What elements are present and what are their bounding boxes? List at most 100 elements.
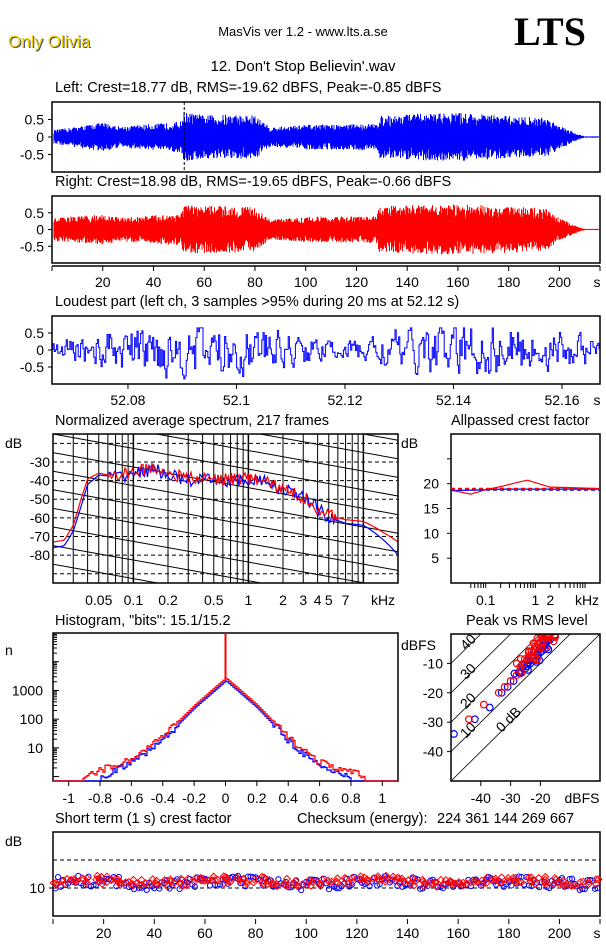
y-tick-label: -40	[423, 744, 443, 760]
left-waveform-title: Left: Crest=18.77 dB, RMS=-19.62 dBFS, P…	[55, 80, 442, 96]
x-tick-label: 160	[447, 925, 471, 941]
crest-point-right	[239, 874, 248, 883]
slope-line	[257, 434, 398, 460]
crest-point-right	[591, 875, 601, 884]
crest-point-right	[447, 877, 456, 887]
scatter-point-left	[510, 669, 519, 678]
scatter-point-left	[509, 677, 518, 685]
crest-point-right	[52, 880, 61, 889]
slope-line	[53, 507, 398, 571]
crest-point-right	[203, 876, 212, 885]
crest-point-right	[534, 873, 543, 883]
x-tick-label: 0.4	[278, 790, 298, 806]
crest-point-right	[72, 877, 81, 886]
crest-point-right	[69, 875, 79, 884]
x-tick-label: 7	[342, 592, 350, 608]
crest-point-right	[466, 878, 475, 887]
crest-point-right	[576, 882, 586, 891]
scatter-point-right	[541, 644, 549, 653]
x-tick-label: 0.1	[476, 592, 496, 608]
crest-point-right	[594, 875, 603, 884]
crest-point-right	[478, 880, 487, 889]
crest-point-right	[70, 876, 79, 886]
peak-rms-frame	[450, 633, 601, 782]
scatter-point-right	[532, 656, 541, 664]
y-tick-label: 1000	[12, 682, 43, 698]
scatter-point-right	[549, 637, 558, 646]
crest-point-right	[116, 880, 125, 889]
y-tick-label: 0.5	[25, 112, 45, 128]
x-tick-label: 40	[146, 274, 162, 290]
spectrum-right-line	[53, 462, 398, 543]
x-tick-label: -1	[62, 790, 75, 806]
histogram-right-line	[53, 677, 397, 782]
y-tick-label: 20	[423, 476, 439, 492]
crest-line	[451, 634, 600, 781]
slope-line	[53, 563, 161, 583]
crest-point-right	[249, 878, 258, 887]
crest-point-right	[432, 882, 441, 891]
scatter-point-right	[464, 715, 473, 724]
scatter-point-right	[538, 637, 547, 646]
y-tick-label: -10	[423, 655, 443, 671]
y-tick-label: 0	[36, 222, 44, 238]
x-tick-label: 5	[325, 592, 333, 608]
crest-point-right	[94, 877, 104, 887]
crest-short-title: Short term (1 s) crest factor	[55, 811, 232, 827]
crest-point-right	[497, 878, 506, 887]
scatter-point-right	[525, 647, 534, 656]
crest-point-right	[164, 882, 173, 891]
crest-point-right	[426, 878, 435, 887]
scatter-point-right	[479, 700, 488, 709]
crest-point-right	[529, 876, 538, 885]
crest-point-left	[594, 884, 601, 892]
x-tick-label: 2	[546, 592, 554, 608]
lts-logo: LTS	[514, 9, 586, 54]
x-unit-label: dBFS	[564, 790, 599, 806]
scatter-point-left	[485, 703, 494, 712]
crest-point-right	[514, 878, 524, 887]
crest-point-right	[97, 872, 106, 882]
scatter-point-left	[551, 634, 558, 636]
crest-point-left	[325, 886, 333, 893]
y-tick-label: -0.5	[20, 238, 44, 254]
crest-point-right	[381, 875, 390, 884]
crest-point-left	[589, 877, 596, 884]
x-tick-label: 120	[345, 925, 369, 941]
crest-line	[451, 634, 541, 723]
crest-point-right	[344, 879, 353, 888]
crest-line	[451, 634, 571, 752]
y-tick-label: -0.5	[20, 359, 44, 375]
crest-point-left	[298, 886, 305, 894]
y-tick-label: 10	[423, 525, 439, 541]
x-tick-label: 80	[248, 925, 264, 941]
crest-point-right	[387, 876, 396, 886]
spectrum-grid	[53, 434, 398, 583]
crest-point-right	[531, 879, 540, 889]
x-tick-label: 200	[548, 274, 572, 290]
scatter-point-right	[520, 655, 529, 663]
crest-point-right	[49, 878, 58, 888]
x-tick-label: 0.6	[310, 790, 330, 806]
allpassed-ylabel: dB	[401, 435, 418, 451]
crest-point-right	[176, 874, 186, 883]
crest-point-right	[348, 877, 357, 887]
scatter-point-left	[470, 715, 479, 724]
short-crest-frame	[52, 831, 601, 917]
y-tick-label: -70	[30, 528, 50, 544]
checksum-label: Checksum (energy):	[297, 811, 428, 827]
crest-point-right	[511, 876, 520, 885]
crest-point-right	[135, 880, 144, 890]
crest-point-left	[287, 884, 295, 891]
y-tick-label: -60	[30, 510, 50, 526]
crest-point-right	[527, 873, 536, 882]
crest-point-right	[517, 878, 526, 887]
x-tick-label: 1	[531, 592, 539, 608]
crest-point-right	[219, 872, 228, 881]
crest-point-right	[83, 879, 92, 888]
crest-point-right	[579, 877, 588, 886]
x-tick-label: 180	[497, 274, 521, 290]
allpassed-title: Allpassed crest factor	[451, 413, 590, 429]
x-tick-label: -0.2	[182, 790, 206, 806]
